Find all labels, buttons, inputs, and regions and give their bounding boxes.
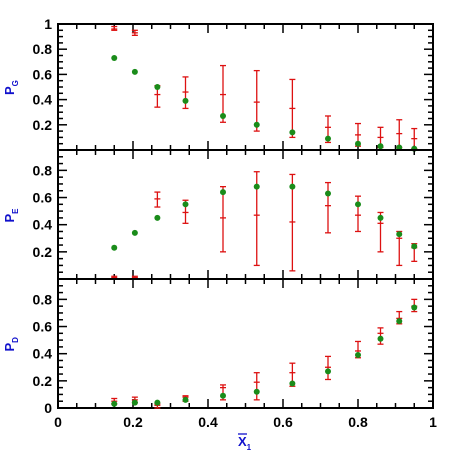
data-point bbox=[253, 388, 260, 395]
y-tick-label: 0.4 bbox=[33, 346, 53, 362]
y-tick-label: 0.8 bbox=[33, 291, 53, 307]
y-tick-label: 0.6 bbox=[33, 319, 53, 335]
data-point bbox=[289, 183, 296, 190]
data-point bbox=[411, 243, 418, 250]
data-point bbox=[325, 368, 331, 375]
data-point bbox=[396, 231, 403, 238]
y-axis-label-sub: D bbox=[11, 337, 20, 343]
y-axis-label: PE bbox=[2, 208, 20, 223]
data-point bbox=[355, 140, 361, 147]
data-point bbox=[253, 121, 260, 128]
panel-frame bbox=[57, 149, 434, 280]
data-point bbox=[377, 214, 384, 221]
data-point bbox=[131, 229, 138, 236]
data-point bbox=[111, 244, 118, 251]
y-axis-label: PD bbox=[2, 337, 20, 352]
data-point bbox=[220, 392, 226, 399]
data-point bbox=[377, 335, 384, 342]
data-point bbox=[154, 399, 161, 406]
y-tick-label: 1 bbox=[44, 16, 52, 32]
data-point bbox=[396, 144, 403, 151]
data-point bbox=[131, 68, 138, 75]
x-tick-label: 0.6 bbox=[273, 414, 293, 430]
data-point bbox=[355, 201, 361, 208]
data-point bbox=[182, 97, 189, 104]
y-tick-label: 0.4 bbox=[33, 217, 53, 233]
data-point bbox=[182, 396, 189, 403]
data-point bbox=[289, 380, 296, 387]
panel-PE: 0.2 0.4 0.6 0.8 PE bbox=[2, 149, 434, 280]
y-tick-label: 0.4 bbox=[33, 92, 53, 108]
data-point bbox=[220, 112, 226, 119]
y-axis-label-main: P bbox=[2, 86, 17, 95]
y-tick-label: 0.2 bbox=[33, 244, 53, 260]
data-point bbox=[154, 214, 161, 221]
y-axis-label-sub: G bbox=[11, 80, 20, 86]
x-tick-label: 0.8 bbox=[348, 414, 368, 430]
data-point bbox=[111, 400, 118, 407]
data-point bbox=[253, 183, 260, 190]
y-tick-label: 0.2 bbox=[33, 117, 53, 133]
data-point bbox=[377, 143, 384, 150]
x-tick-label: 0.4 bbox=[198, 414, 218, 430]
panel-frame bbox=[57, 278, 434, 409]
data-point bbox=[325, 190, 331, 197]
data-point bbox=[154, 84, 161, 90]
x-axis-label-sub: 1 bbox=[247, 443, 252, 452]
y-axis-label: PG bbox=[2, 80, 20, 95]
data-point bbox=[411, 304, 418, 311]
panel-PG: 0.2 0.4 0.6 0.8 1 PG bbox=[2, 16, 434, 152]
y-axis-label-sub: E bbox=[11, 208, 20, 214]
panels-group: 0.20.40.60.81PG0.20.40.60.8PE00.20.40.60… bbox=[2, 16, 437, 452]
panel-frame bbox=[57, 23, 434, 151]
y-tick-label: 0.6 bbox=[33, 190, 53, 206]
y-axis-label-main: P bbox=[2, 214, 17, 223]
data-point bbox=[220, 189, 226, 196]
data-point bbox=[289, 129, 296, 136]
data-point bbox=[325, 135, 331, 142]
y-tick-label: 0.8 bbox=[33, 41, 53, 57]
x-axis-label: X1 bbox=[238, 434, 252, 452]
data-point bbox=[182, 201, 189, 208]
y-tick-label: 0.8 bbox=[33, 162, 53, 178]
y-tick-label: 0 bbox=[44, 400, 52, 416]
y-axis-label-main: P bbox=[2, 343, 17, 352]
data-point bbox=[396, 318, 403, 325]
y-tick-label: 0.2 bbox=[33, 373, 53, 389]
data-point bbox=[111, 55, 118, 62]
x-tick-label: 0 bbox=[54, 414, 62, 430]
data-point bbox=[355, 352, 361, 359]
x-tick-label: 0.2 bbox=[123, 414, 143, 430]
data-point bbox=[131, 399, 138, 406]
x-axis-label-main: X bbox=[238, 434, 247, 449]
y-tick-label: 0.6 bbox=[33, 66, 53, 82]
x-tick-label: 1 bbox=[429, 414, 437, 430]
